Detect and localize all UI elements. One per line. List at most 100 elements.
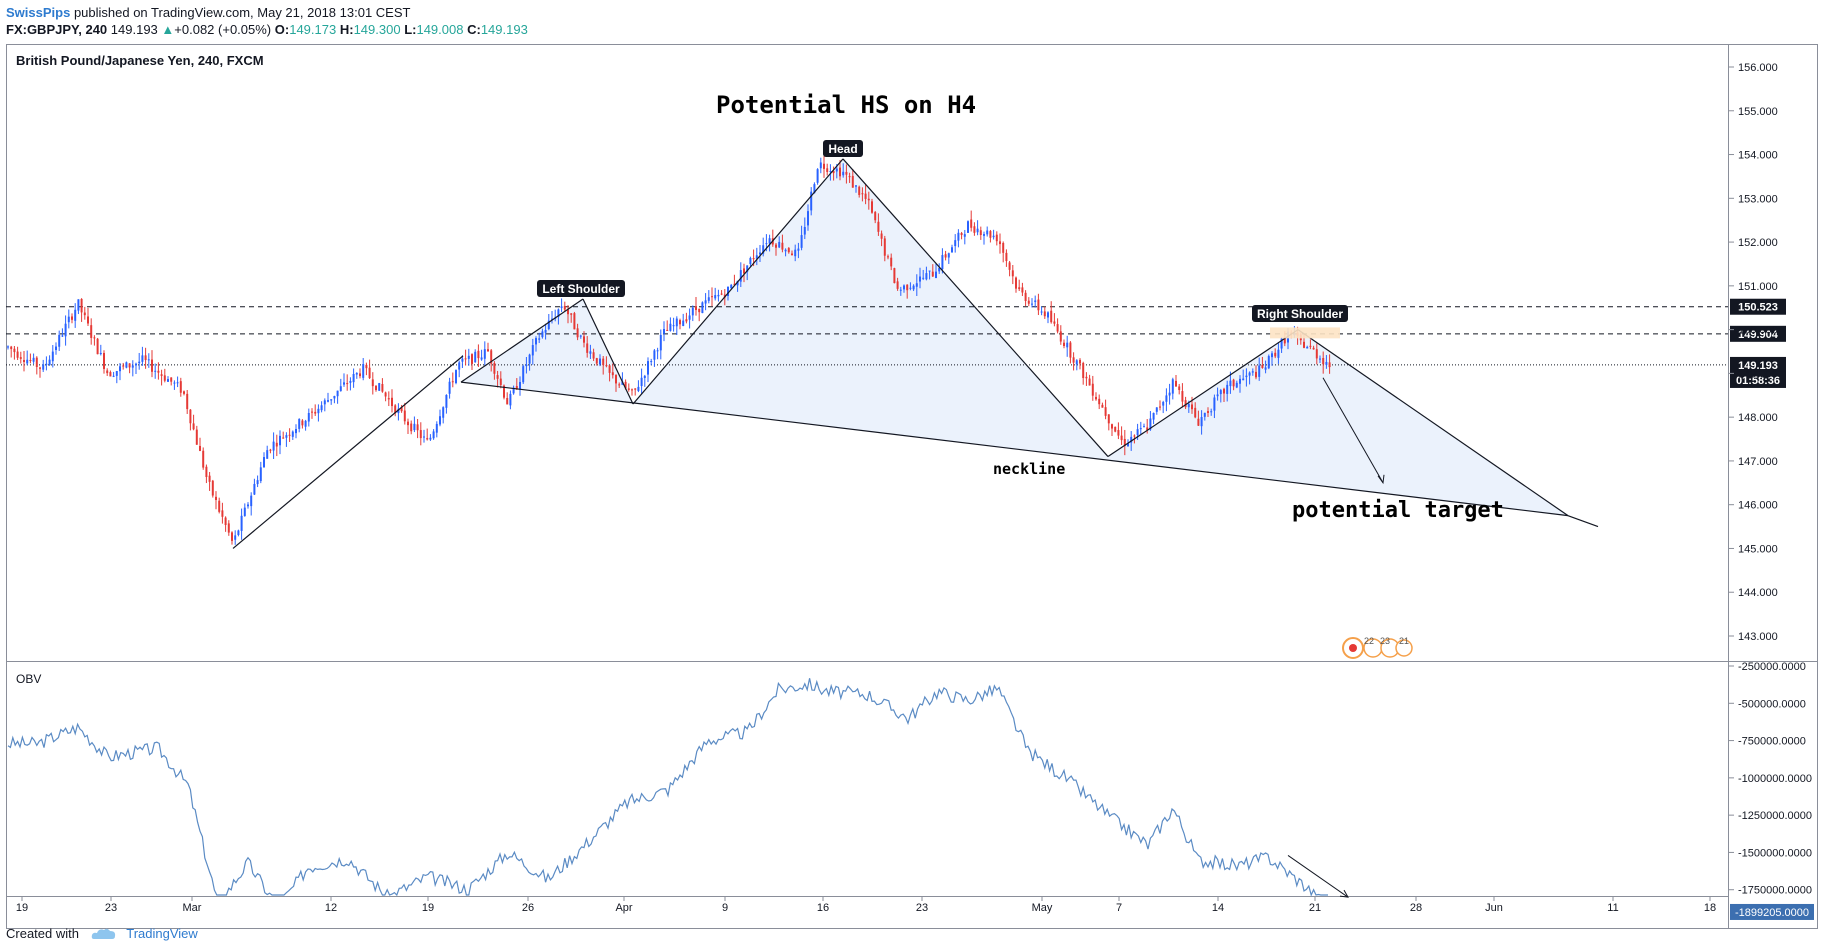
candle-body: [672, 325, 675, 327]
candle-body: [477, 350, 480, 359]
potential-target-label: potential target: [1292, 498, 1504, 523]
candle-body: [147, 359, 150, 361]
candle-body: [896, 281, 899, 289]
candle-body: [858, 186, 861, 195]
candle-body: [1159, 406, 1161, 408]
candle-body: [115, 371, 118, 376]
candle-body: [659, 334, 662, 351]
candle-body: [813, 184, 816, 194]
left-shoulder-down[interactable]: [582, 298, 634, 405]
candle-body: [339, 386, 342, 391]
candle-body: [83, 312, 86, 316]
candle-body: [429, 437, 432, 440]
candle-body: [330, 399, 333, 401]
tradingview-link[interactable]: TradingView: [126, 926, 198, 941]
candle-body: [1171, 379, 1174, 394]
candle-body: [157, 370, 160, 373]
left-shoulder-up[interactable]: [460, 298, 584, 383]
candle-body: [784, 249, 787, 252]
candle-body: [701, 302, 704, 314]
candle-body: [759, 252, 761, 255]
candle-body: [1267, 356, 1270, 369]
candle-body: [490, 350, 493, 364]
candle-body: [1043, 311, 1046, 317]
candle-body: [407, 421, 409, 426]
candle-body: [275, 442, 278, 447]
candle-body: [231, 532, 233, 541]
candle-body: [202, 450, 205, 468]
candle-body: [903, 285, 905, 290]
candle-body: [58, 334, 61, 347]
candle-body: [119, 366, 121, 372]
chart-frame[interactable]: [6, 44, 1818, 929]
head-up[interactable]: [632, 158, 844, 405]
price-tick-label: 143.000: [1738, 631, 1778, 643]
candle-body: [781, 242, 784, 250]
candle-body: [983, 234, 985, 236]
pattern-drawings[interactable]: [232, 158, 1599, 549]
candle-body: [355, 373, 358, 375]
publisher-link[interactable]: SwissPips: [6, 5, 71, 20]
price-tick-label: 150.000: [1738, 325, 1778, 337]
candle-body: [941, 255, 944, 270]
candle-body: [675, 318, 678, 327]
candle-body: [279, 435, 281, 446]
candle-body: [519, 381, 521, 390]
candle-body: [71, 316, 73, 320]
candle-body: [288, 434, 291, 436]
obv-pane[interactable]: -250000.0000 -500000.0000 -750000.0000 -100…: [7, 661, 1814, 920]
candle-body: [589, 351, 592, 354]
candle-body: [624, 381, 627, 389]
candle-body: [643, 375, 646, 379]
right-shoulder-down[interactable]: [1297, 329, 1569, 517]
price-tick-label: 146.000: [1738, 500, 1778, 512]
events-badge[interactable]: 22 23 21: [1342, 636, 1413, 659]
price-axis[interactable]: 156.000 155.000 154.000 153.000 152.000 151.0…: [1729, 62, 1778, 643]
candle-body: [77, 299, 80, 311]
candle-body: [1277, 349, 1280, 358]
neckline-line[interactable]: [460, 381, 1569, 517]
right-shoulder-up[interactable]: [1107, 329, 1299, 458]
candle-body: [13, 348, 16, 353]
right-shoulder-label: Right Shoulder: [1252, 305, 1348, 322]
candle-body: [1056, 324, 1059, 332]
candle-body: [1133, 435, 1136, 437]
candle-body: [1168, 392, 1171, 396]
candle-body: [634, 388, 637, 390]
candle-body: [851, 175, 854, 188]
candle-body: [461, 358, 464, 362]
candle-body: [250, 495, 253, 507]
candle-body: [307, 412, 310, 422]
price-level-tag: [1730, 356, 1786, 373]
target-arrow-head-icon: [1377, 474, 1385, 485]
candle-body: [1085, 376, 1088, 379]
price-tick-label: 148.000: [1738, 412, 1778, 424]
candle-body: [557, 309, 560, 318]
candle-body: [1325, 361, 1328, 365]
time-axis[interactable]: 19 23 Mar 12 19 26 Apr 9 16 23 May 7 14 21 28 Jun 11 18: [16, 897, 1716, 914]
candle-body: [1027, 300, 1030, 304]
candle-body: [87, 316, 89, 324]
candle-body: [899, 289, 902, 291]
candle-body: [1079, 359, 1081, 364]
target-extension[interactable]: [1567, 515, 1599, 528]
candle-body: [1213, 397, 1216, 411]
candle-body: [442, 407, 445, 418]
candle-body: [1114, 426, 1117, 432]
trendline-rise-left[interactable]: [232, 355, 464, 549]
candle-body: [1328, 362, 1331, 368]
horizontal-levels[interactable]: 150.523 149.904 149.193 01:58:36: [6, 298, 1786, 388]
candle-body: [1191, 404, 1193, 410]
candle-body: [1322, 357, 1325, 365]
head-down[interactable]: [842, 158, 1109, 457]
candle-body: [682, 320, 685, 326]
obv-line[interactable]: [7, 678, 1328, 897]
candle-body: [135, 363, 137, 366]
candle-body: [656, 350, 659, 352]
candle-body: [515, 386, 518, 390]
candle-body: [832, 171, 835, 174]
candle-body: [151, 359, 153, 372]
candle-body: [176, 382, 179, 384]
candle-body: [669, 323, 672, 331]
